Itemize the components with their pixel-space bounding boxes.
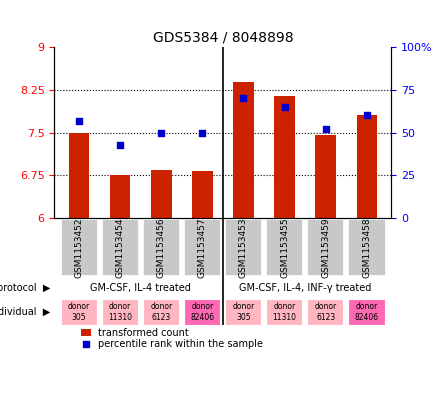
Text: GSM1153456: GSM1153456 xyxy=(156,217,165,277)
Text: donor
82406: donor 82406 xyxy=(190,302,214,321)
Point xyxy=(83,340,90,347)
Text: GSM1153455: GSM1153455 xyxy=(279,217,289,277)
Bar xyxy=(110,175,130,218)
Text: individual  ▶: individual ▶ xyxy=(0,307,50,317)
Text: donor
6123: donor 6123 xyxy=(150,302,172,321)
FancyBboxPatch shape xyxy=(60,299,96,325)
FancyBboxPatch shape xyxy=(102,299,138,325)
Text: GSM1153457: GSM1153457 xyxy=(197,217,207,277)
Text: GSM1153454: GSM1153454 xyxy=(115,217,125,277)
Bar xyxy=(315,136,335,218)
FancyBboxPatch shape xyxy=(266,219,302,275)
Point xyxy=(158,129,164,136)
Text: protocol  ▶: protocol ▶ xyxy=(0,283,50,292)
FancyBboxPatch shape xyxy=(60,219,96,275)
FancyBboxPatch shape xyxy=(142,219,178,275)
Point xyxy=(76,118,82,124)
Point xyxy=(198,129,205,136)
FancyBboxPatch shape xyxy=(306,299,342,325)
FancyBboxPatch shape xyxy=(184,219,220,275)
FancyBboxPatch shape xyxy=(184,299,220,325)
Text: donor
11310: donor 11310 xyxy=(108,302,132,321)
Text: GSM1153453: GSM1153453 xyxy=(238,217,247,277)
Bar xyxy=(192,171,212,218)
FancyBboxPatch shape xyxy=(348,219,384,275)
Text: percentile rank within the sample: percentile rank within the sample xyxy=(98,339,263,349)
Text: GM-CSF, IL-4 treated: GM-CSF, IL-4 treated xyxy=(90,283,191,292)
Point xyxy=(322,126,329,132)
Point xyxy=(116,141,123,148)
Text: transformed count: transformed count xyxy=(98,328,188,338)
Text: donor
82406: donor 82406 xyxy=(354,302,378,321)
Bar xyxy=(81,329,91,336)
FancyBboxPatch shape xyxy=(224,219,260,275)
Text: GSM1153459: GSM1153459 xyxy=(320,217,329,277)
FancyBboxPatch shape xyxy=(348,299,384,325)
Text: donor
11310: donor 11310 xyxy=(272,302,296,321)
Text: donor
305: donor 305 xyxy=(232,302,254,321)
Point xyxy=(362,112,369,119)
FancyBboxPatch shape xyxy=(306,219,342,275)
Text: GSM1153452: GSM1153452 xyxy=(74,217,83,277)
Text: donor
6123: donor 6123 xyxy=(314,302,336,321)
FancyBboxPatch shape xyxy=(102,219,138,275)
Text: GM-CSF, IL-4, INF-γ treated: GM-CSF, IL-4, INF-γ treated xyxy=(238,283,371,292)
FancyBboxPatch shape xyxy=(224,299,260,325)
FancyBboxPatch shape xyxy=(266,299,302,325)
Point xyxy=(240,95,247,101)
Bar xyxy=(69,132,89,218)
FancyBboxPatch shape xyxy=(142,299,178,325)
Title: GDS5384 / 8048898: GDS5384 / 8048898 xyxy=(152,31,293,44)
Point xyxy=(280,104,287,110)
Bar xyxy=(151,170,171,218)
Text: donor
305: donor 305 xyxy=(68,302,90,321)
Bar xyxy=(274,95,294,218)
Text: GSM1153458: GSM1153458 xyxy=(362,217,371,277)
Bar xyxy=(356,116,376,218)
Bar xyxy=(233,83,253,218)
